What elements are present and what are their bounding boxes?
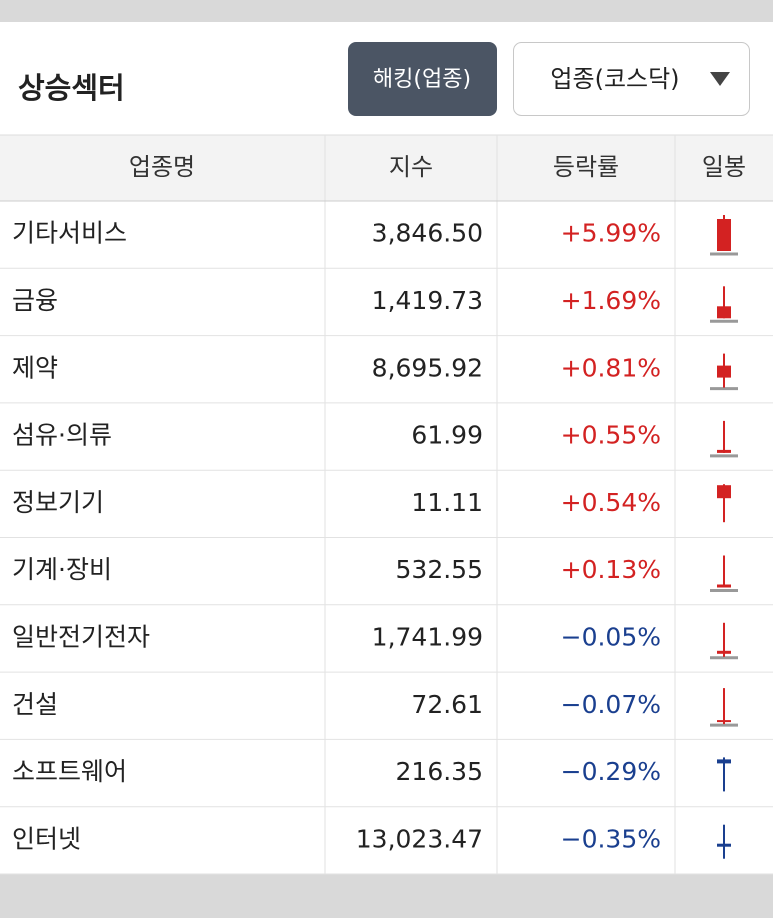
section-title: 상승섹터 (18, 71, 125, 105)
sector-name: 제약 (12, 353, 58, 382)
column-header: 지수 (389, 153, 433, 181)
index-value: 72.61 (411, 690, 483, 719)
candle-body (717, 843, 731, 847)
column-header: 등락률 (553, 153, 619, 181)
sector-name: 금융 (12, 286, 58, 315)
column-header: 일봉 (702, 153, 746, 181)
sector-name: 섬유·의류 (12, 421, 112, 450)
change-rate: +5.99% (561, 219, 661, 248)
sector-name: 정보기기 (12, 488, 104, 517)
index-value: 61.99 (411, 421, 483, 450)
change-rate: +0.55% (561, 421, 661, 450)
change-rate: −0.07% (561, 690, 661, 719)
table-header (0, 135, 773, 201)
sector-name: 기계·장비 (12, 555, 112, 584)
candle-body (717, 650, 731, 654)
candle-body (717, 485, 731, 499)
change-rate: +0.81% (561, 353, 661, 382)
index-value: 216.35 (396, 757, 483, 786)
button-label: 해킹(업종) (373, 67, 471, 92)
change-rate: −0.29% (561, 757, 661, 786)
index-value: 1,419.73 (372, 286, 483, 315)
change-rate: −0.35% (561, 824, 661, 853)
bottom-bar (0, 874, 773, 918)
sector-name: 기타서비스 (12, 219, 127, 248)
change-rate: +0.13% (561, 555, 661, 584)
hacking-button[interactable] (348, 42, 497, 116)
index-value: 532.55 (396, 555, 483, 584)
index-value: 11.11 (411, 488, 483, 517)
change-rate: +1.69% (561, 286, 661, 315)
sector-name: 일반전기전자 (12, 622, 150, 651)
index-value: 3,846.50 (372, 219, 483, 248)
candle-body (717, 449, 731, 453)
candle-body (717, 759, 731, 764)
candle-body (717, 365, 731, 378)
index-value: 1,741.99 (372, 622, 483, 651)
candle-body (717, 720, 731, 723)
candle-body (717, 584, 731, 588)
index-value: 13,023.47 (356, 824, 483, 853)
candle-body (717, 219, 731, 251)
sector-name: 소프트웨어 (12, 757, 127, 786)
top-bar (0, 0, 773, 22)
column-header: 업종명 (129, 153, 195, 181)
change-rate: −0.05% (561, 622, 661, 651)
dropdown-label: 업종(코스닥) (550, 65, 679, 93)
candle-body (717, 306, 731, 319)
dropdown-arrow (710, 72, 730, 86)
market-dropdown[interactable] (513, 42, 750, 116)
sector-name: 인터넷 (12, 824, 81, 853)
index-value: 8,695.92 (372, 353, 483, 382)
sector-name: 건설 (12, 690, 58, 719)
change-rate: +0.54% (561, 488, 661, 517)
